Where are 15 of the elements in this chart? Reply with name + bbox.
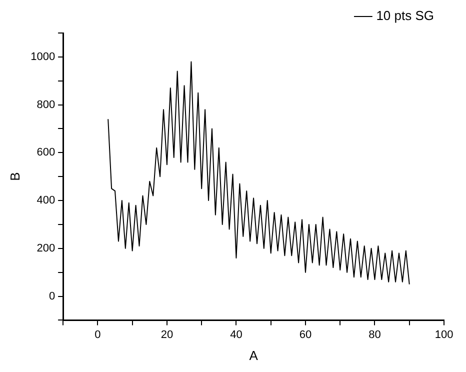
y-axis-title: B bbox=[7, 172, 22, 181]
x-axis-title: A bbox=[249, 348, 258, 363]
y-tick-label: 0 bbox=[48, 290, 56, 302]
x-tick-label: 100 bbox=[434, 328, 454, 341]
x-tick-label: 60 bbox=[299, 328, 312, 341]
x-tick-label: 20 bbox=[160, 328, 174, 341]
y-tick-label: 1000 bbox=[30, 50, 56, 63]
x-tick-label: 80 bbox=[368, 328, 381, 341]
x-tick-label: 40 bbox=[230, 328, 242, 341]
x-tick-label: 0 bbox=[94, 328, 101, 341]
legend-label: 10 pts SG bbox=[376, 8, 434, 24]
y-tick-label: 400 bbox=[36, 194, 56, 207]
y-tick-label: 200 bbox=[36, 242, 56, 254]
y-tick-label: 800 bbox=[36, 98, 56, 111]
y-tick-label: 600 bbox=[36, 146, 56, 159]
